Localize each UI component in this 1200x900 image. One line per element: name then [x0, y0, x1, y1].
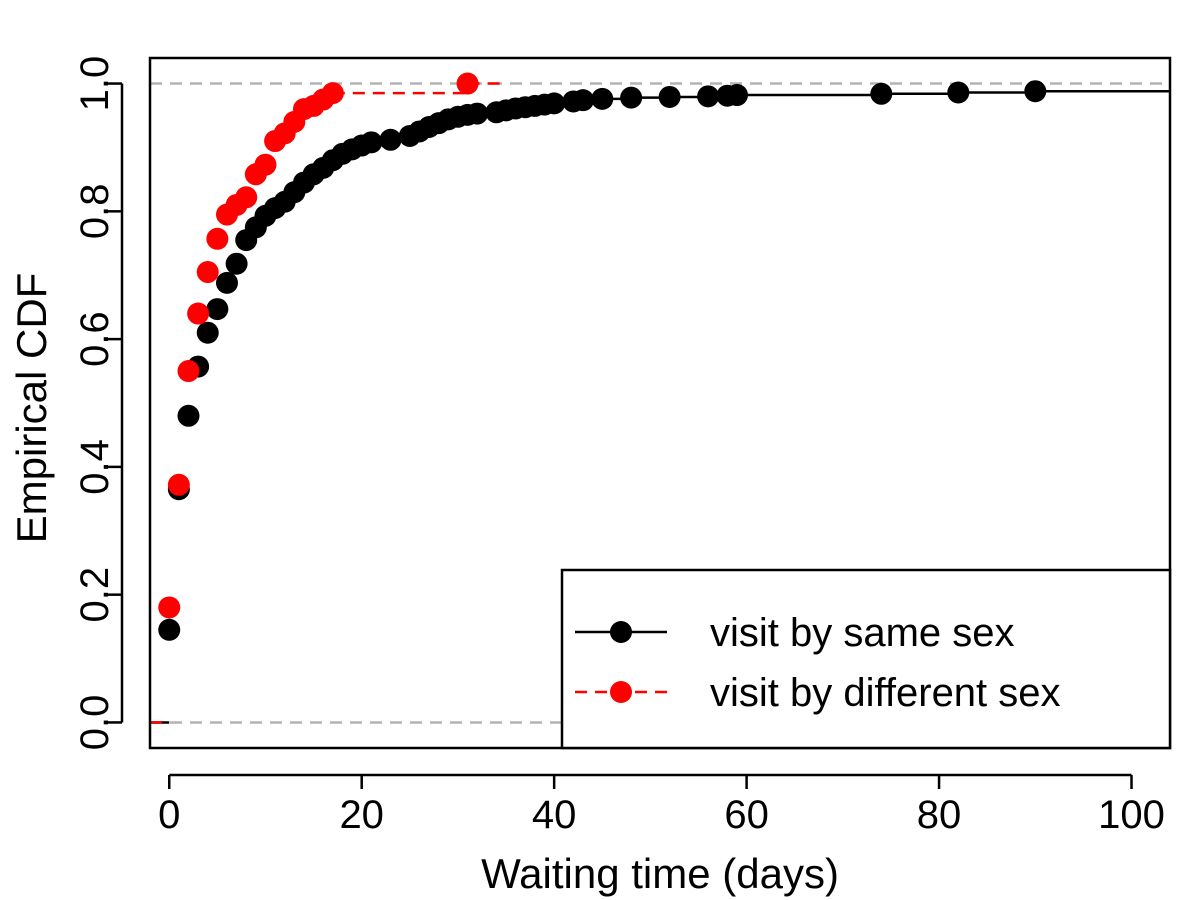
legend-label: visit by different sex — [710, 671, 1061, 715]
x-tick-label: 60 — [724, 793, 769, 837]
y-tick-label: 0.4 — [73, 439, 117, 495]
data-point — [870, 82, 893, 105]
y-axis: 0.0 0.2 0.4 0.6 0.8 1.0 — [73, 56, 124, 751]
data-point — [360, 131, 383, 154]
data-point — [215, 271, 238, 294]
data-point — [167, 473, 190, 496]
series-layer — [150, 72, 1170, 724]
y-tick-label: 0.2 — [73, 567, 117, 623]
data-point — [158, 596, 181, 619]
data-point — [947, 81, 970, 104]
legend: visit by same sex visit by different sex — [560, 568, 1172, 750]
data-point — [456, 72, 479, 95]
data-point — [725, 84, 748, 107]
data-point — [177, 360, 200, 383]
legend-marker — [610, 621, 632, 643]
data-point — [158, 618, 181, 641]
data-point — [1024, 80, 1047, 103]
data-point — [196, 321, 219, 344]
data-point — [196, 261, 219, 284]
data-point — [572, 89, 595, 112]
data-point — [321, 82, 344, 105]
data-point — [225, 252, 248, 275]
y-tick-label: 1.0 — [73, 56, 117, 112]
data-point — [206, 298, 229, 321]
x-tick-label: 20 — [339, 793, 384, 837]
data-point — [658, 85, 681, 108]
legend-box — [560, 568, 1172, 750]
x-tick-label: 0 — [158, 793, 180, 837]
y-tick-label: 0.8 — [73, 184, 117, 240]
legend-marker — [610, 681, 632, 703]
data-point — [543, 92, 566, 115]
series-2 — [150, 72, 507, 724]
series-1 — [150, 80, 1170, 724]
x-axis: 0 20 40 60 80 100 — [158, 773, 1165, 837]
data-point — [206, 227, 229, 250]
data-point — [591, 87, 614, 110]
data-point — [235, 186, 258, 209]
x-tick-label: 100 — [1098, 793, 1165, 837]
x-axis-title: Waiting time (days) — [481, 850, 839, 897]
data-point — [187, 302, 210, 325]
data-point — [177, 404, 200, 427]
x-tick-label: 40 — [532, 793, 577, 837]
data-point — [379, 128, 402, 151]
y-tick-label: 0.0 — [73, 695, 117, 751]
data-point — [466, 102, 489, 125]
legend-label: visit by same sex — [710, 611, 1015, 655]
y-axis-title: Empirical CDF — [8, 273, 55, 544]
data-point — [697, 85, 720, 108]
data-point — [254, 153, 277, 176]
data-point — [620, 86, 643, 109]
x-tick-label: 80 — [917, 793, 962, 837]
y-tick-label: 0.6 — [73, 311, 117, 367]
